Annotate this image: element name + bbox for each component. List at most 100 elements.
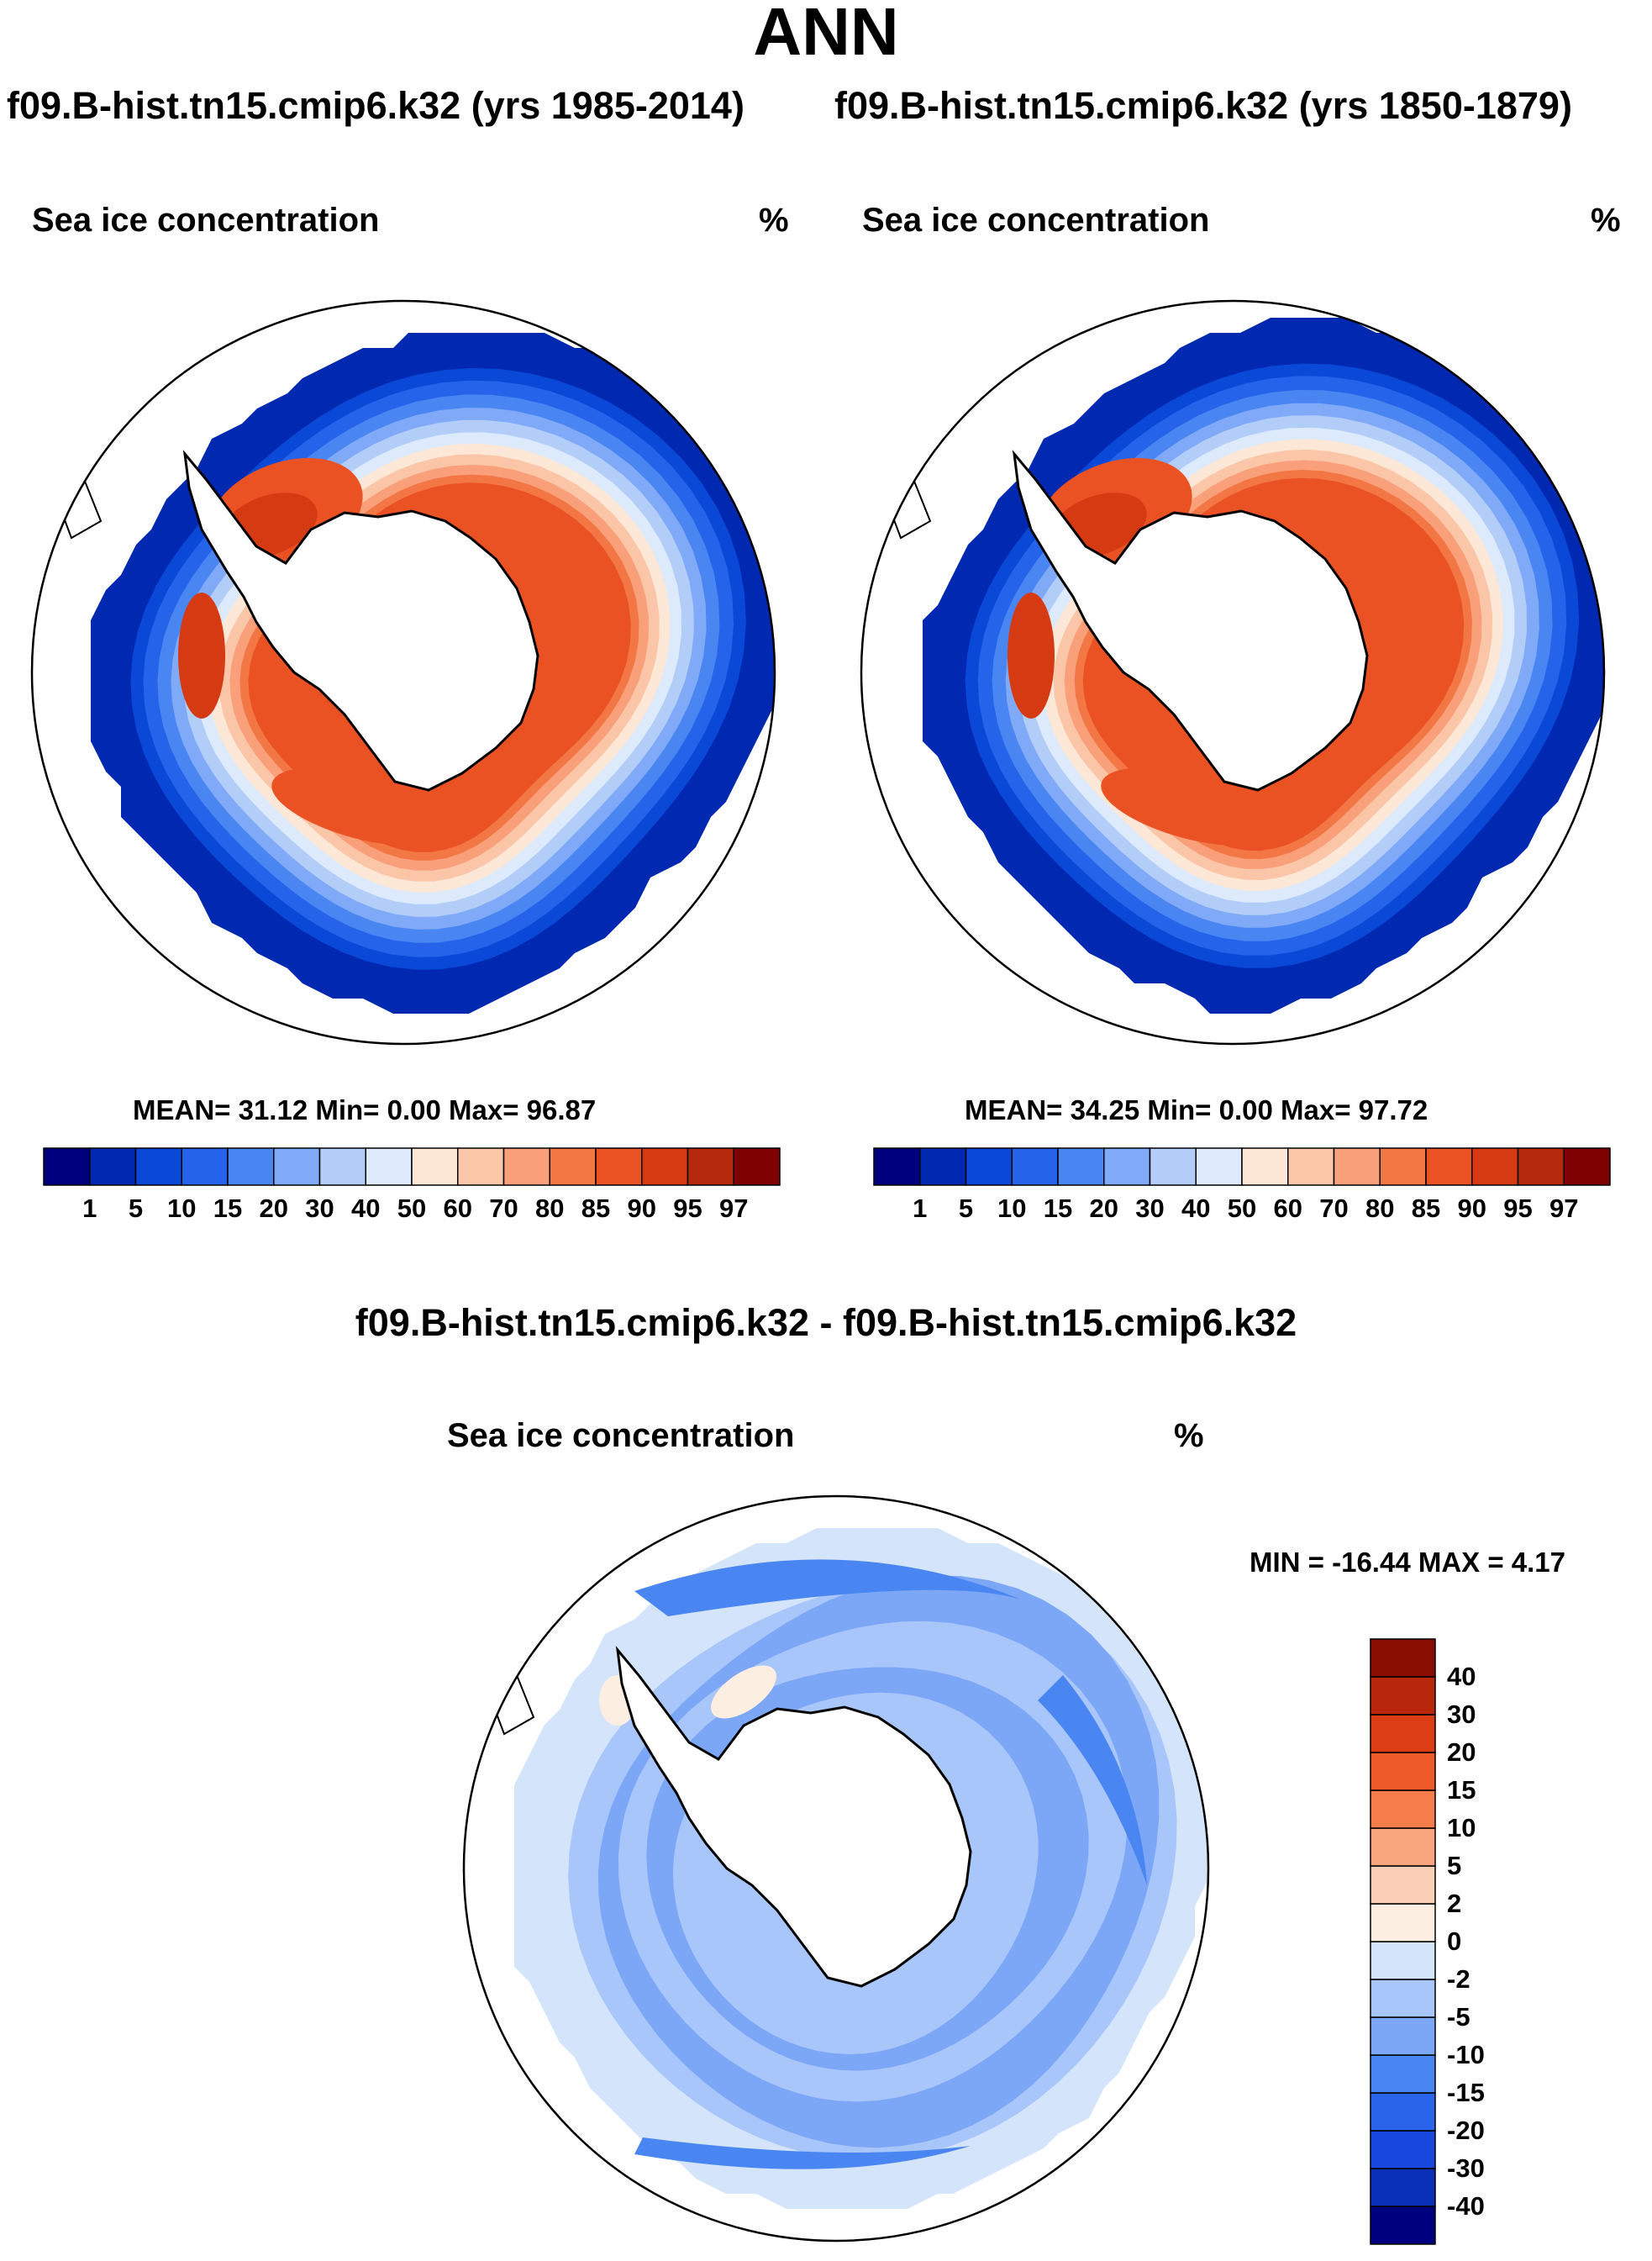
diff-unit-label: % [1174,1417,1204,1454]
colorbar-swatch [873,1147,921,1186]
colorbar-swatch [273,1147,321,1186]
colorbar-tick-label: 85 [581,1194,611,1223]
colorbar-tick-label: -5 [1447,2002,1470,2032]
colorbar-swatch [457,1147,505,1186]
left-colorbar [43,1147,781,1186]
colorbar-tick-label: 90 [627,1194,656,1223]
colorbar-swatch [595,1147,643,1186]
colorbar-tick-label: 80 [535,1194,565,1223]
colorbar-tick-label: 30 [1135,1194,1165,1223]
left-panel-title: f09.B-hist.tn15.cmip6.k32 (yrs 1985-2014… [7,84,744,127]
colorbar-swatch [134,1147,182,1186]
colorbar-swatch [1370,2168,1436,2207]
right-stats: MEAN= 34.25 Min= 0.00 Max= 97.72 [965,1094,1428,1125]
colorbar-swatch [1370,1903,1436,1942]
colorbar-swatch [1370,2130,1436,2169]
colorbar-swatch [1149,1147,1197,1186]
colorbar-swatch [641,1147,689,1186]
figure-title: ANN [753,0,899,69]
colorbar-swatch [1370,1752,1436,1791]
colorbar-tick-label: 40 [1181,1194,1211,1223]
colorbar-tick-label: 95 [1503,1194,1533,1223]
colorbar-tick-label: 10 [1447,1813,1476,1842]
colorbar-tick-label: -2 [1447,1964,1470,1994]
colorbar-swatch [502,1147,550,1186]
diff-stats: MIN = -16.44 MAX = 4.17 [1250,1547,1566,1578]
right-variable-label: Sea ice concentration [862,202,1210,239]
colorbar-swatch [1195,1147,1243,1186]
colorbar-swatch [965,1147,1013,1186]
colorbar-tick-label: 90 [1457,1194,1486,1223]
colorbar-swatch [1370,2206,1436,2245]
colorbar-tick-label: 15 [1043,1194,1073,1223]
colorbar-tick-label: 10 [997,1194,1027,1223]
colorbar-swatch [1370,1789,1436,1829]
diff-band [1038,1675,1147,1885]
colorbar-tick-label: 30 [1447,1700,1476,1729]
colorbar-tick-label: 97 [719,1194,749,1223]
left-map [32,301,775,1044]
colorbar-swatch [919,1147,967,1186]
diff-map-border [462,1494,1210,2243]
left-map-border [30,299,776,1046]
right-map [861,301,1604,1044]
colorbar-swatch [1379,1147,1427,1186]
colorbar-tick-label: 30 [305,1194,334,1223]
colorbar-tick-label: 1 [913,1194,928,1223]
colorbar-swatch [1425,1147,1473,1186]
colorbar-tick-label: 60 [1273,1194,1302,1223]
colorbar-tick-label: 80 [1365,1194,1395,1223]
colorbar-swatch [365,1147,413,1186]
colorbar-swatch [1057,1147,1105,1186]
colorbar-swatch [181,1147,229,1186]
diff-panel-title: f09.B-hist.tn15.cmip6.k32 - f09.B-hist.t… [355,1301,1297,1344]
right-unit-label: % [1591,202,1621,239]
colorbar-tick-label: -30 [1447,2153,1485,2183]
colorbar-swatch [227,1147,275,1186]
colorbar-tick-label: 70 [1319,1194,1349,1223]
colorbar-tick-label: 5 [1447,1851,1462,1880]
colorbar-swatch [89,1147,137,1186]
colorbar-swatch [1370,2092,1436,2132]
diff-map [464,1496,1208,2241]
colorbar-swatch [1370,1827,1436,1867]
diff-band [634,2137,971,2169]
colorbar-tick-label: 1 [82,1194,97,1223]
colorbar-tick-label: 20 [1447,1737,1476,1767]
colorbar-swatch [1370,1638,1436,1678]
colorbar-tick-label: 50 [1227,1194,1257,1223]
colorbar-swatch [1471,1147,1519,1186]
colorbar-swatch [549,1147,597,1186]
colorbar-swatch [1370,1979,1436,2018]
colorbar-tick-label: 85 [1411,1194,1441,1223]
colorbar-tick-label: 40 [351,1194,381,1223]
left-variable-label: Sea ice concentration [32,202,380,239]
colorbar-tick-label: 20 [1089,1194,1118,1223]
colorbar-tick-label: -40 [1447,2191,1485,2221]
colorbar-swatch [1517,1147,1565,1186]
right-panel-title: f09.B-hist.tn15.cmip6.k32 (yrs 1850-1879… [834,84,1572,127]
left-unit-label: % [759,202,789,239]
colorbar-swatch [1241,1147,1289,1186]
colorbar-swatch [1011,1147,1059,1186]
colorbar-tick-label: 20 [259,1194,288,1223]
colorbar-tick-label: -10 [1447,2040,1485,2069]
colorbar-swatch [1287,1147,1335,1186]
colorbar-tick-label: 60 [443,1194,472,1223]
colorbar-tick-label: 97 [1549,1194,1579,1223]
diff-band [634,1559,1021,1616]
colorbar-tick-label: 5 [958,1194,974,1223]
colorbar-tick-label: 95 [673,1194,702,1223]
colorbar-swatch [733,1147,781,1186]
colorbar-tick-label: -20 [1447,2116,1485,2145]
ross-core [271,767,451,846]
diff-colorbar [1370,1638,1436,2245]
colorbar-swatch [1370,1676,1436,1716]
colorbar-swatch [1370,2054,1436,2094]
colorbar-swatch [411,1147,459,1186]
colorbar-tick-label: 10 [167,1194,197,1223]
bellingshausen-core [1008,593,1055,719]
colorbar-swatch [318,1147,366,1186]
ross-core [1101,767,1281,846]
